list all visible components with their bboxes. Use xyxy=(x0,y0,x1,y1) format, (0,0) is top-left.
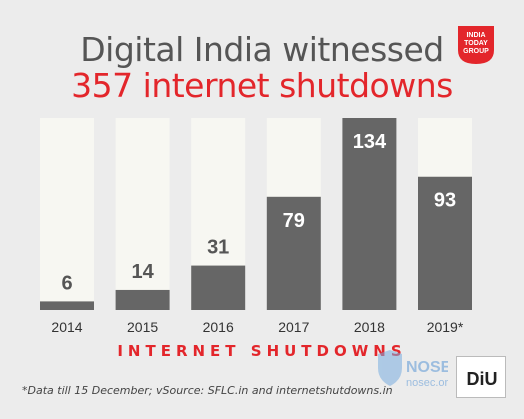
shield-icon xyxy=(378,350,402,386)
bar-value-label-2017: 79 xyxy=(283,210,305,232)
logo-text-line-3: GROUP xyxy=(463,48,489,55)
bar-chart: 6 2014 14 2015 31 2016 79 2017 134 2018 93 2019* xyxy=(40,118,472,335)
logo-text-line-1: INDIA xyxy=(466,32,485,39)
bar-value-label-2019: 93 xyxy=(434,190,456,212)
bar-value-label-2014: 6 xyxy=(61,272,72,294)
bar-2014 xyxy=(40,301,94,310)
nosec-watermark: NOSEC nosec.org xyxy=(378,350,448,389)
x-tick-label-2018: 2018 xyxy=(354,319,385,335)
page-title-line-1: Digital India witnessed xyxy=(80,30,444,69)
page-title-line-2: 357 internet shutdowns xyxy=(71,66,453,105)
bar-value-label-2015: 14 xyxy=(131,261,154,283)
bar-track-2014 xyxy=(40,118,94,310)
india-today-group-logo: INDIA TODAY GROUP xyxy=(458,26,494,64)
footnote: *Data till 15 December; vSource: SFLC.in… xyxy=(22,384,393,397)
nosec-watermark-text: NOSEC xyxy=(406,359,448,376)
diu-watermark-text: DiU xyxy=(467,369,498,389)
bar-value-label-2018: 134 xyxy=(353,131,387,153)
bar-2015 xyxy=(115,289,170,310)
nosec-watermark-subtext: nosec.org xyxy=(406,377,448,389)
bar-2017 xyxy=(266,196,321,310)
logo-shield-shape xyxy=(458,26,494,64)
bar-2016 xyxy=(191,265,246,310)
bar-2018 xyxy=(342,118,397,310)
bar-2019 xyxy=(418,176,472,310)
bar-value-label-2016: 31 xyxy=(207,237,229,259)
logo-text-line-2: TODAY xyxy=(464,40,488,47)
diu-watermark: DiU xyxy=(456,356,506,398)
x-tick-label-2015: 2015 xyxy=(127,319,158,335)
x-tick-label-2014: 2014 xyxy=(51,319,82,335)
x-tick-label-2019: 2019* xyxy=(427,319,464,335)
bar-track-2015 xyxy=(115,118,170,310)
x-tick-label-2016: 2016 xyxy=(203,319,234,335)
x-tick-label-2017: 2017 xyxy=(278,319,309,335)
x-axis-title: INTERNET SHUTDOWNS xyxy=(117,342,407,360)
